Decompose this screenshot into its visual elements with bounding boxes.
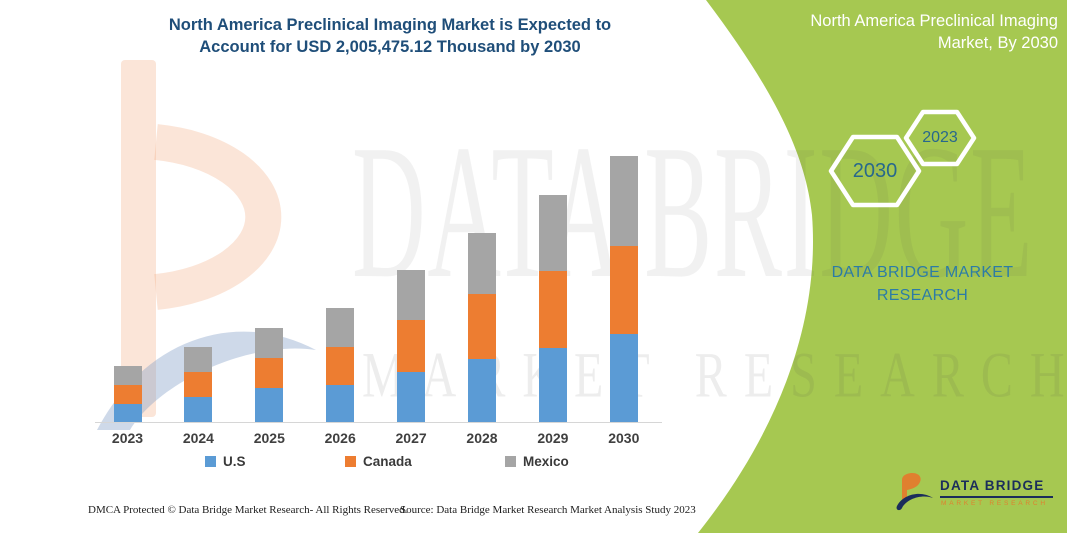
legend-swatch-icon [345, 456, 356, 467]
bar-segment-2027-mexico [397, 270, 426, 321]
hexagon-year-2030: 2030 [852, 159, 898, 182]
bar-2029 [538, 195, 567, 422]
watermark-logo-bowl [154, 124, 282, 310]
company-logo: DATA BRIDGE MARKET RESEARCH [888, 470, 1063, 518]
logo-swoosh [896, 493, 933, 511]
chart-title-line1: North America Preclinical Imaging Market… [168, 16, 612, 34]
x-axis-label-2023: 2023 [111, 430, 144, 446]
legend-item-canada: Canada [345, 454, 412, 469]
bar-segment-2028-mexico [468, 232, 496, 295]
plot-area: 2023 2024 2025 2026 2027 2028 2029 2030 U.S Cana… [95, 156, 662, 469]
x-axis-label-2026: 2026 [324, 430, 356, 446]
bar-segment-2023-mexico [113, 365, 142, 385]
logo-wordmark: DATA BRIDGE [940, 478, 1045, 493]
side-panel-title-line1: North America Preclinical Imaging [810, 12, 1058, 30]
bar-segment-2025-mexico [255, 327, 284, 359]
bar-segment-2023-us [113, 404, 142, 422]
brand-text-line1: DATA BRIDGE MARKET [831, 264, 1014, 281]
bar-segment-2024-canada [184, 371, 213, 397]
x-axis-label-2030: 2030 [608, 430, 640, 446]
legend-swatch-icon [205, 456, 216, 467]
bar-segment-2024-mexico [184, 346, 213, 372]
bar-segment-2029-mexico [538, 195, 567, 271]
bar-2026 [326, 308, 355, 422]
x-axis-label-2028: 2028 [466, 430, 498, 446]
x-axis-label-2024: 2024 [182, 430, 214, 446]
logo-subtitle: MARKET RESEARCH [941, 500, 1048, 507]
hexagon-2023-outline [903, 109, 977, 167]
hexagon-year-2023: 2023 [922, 129, 958, 146]
footer-dmca-text: DMCA Protected © Data Bridge Market Rese… [88, 504, 408, 516]
bar-segment-2030-canada [609, 245, 638, 334]
watermark-text-databridge: DATA BRIDGE [352, 104, 1035, 318]
green-panel-path [698, 0, 1067, 533]
bar-segment-2029-us [538, 347, 567, 422]
footer-source-text: Source: Data Bridge Market Research Mark… [400, 504, 696, 516]
bar-segment-2030-us [609, 333, 638, 422]
bar-2024 [184, 346, 213, 422]
bar-segment-2023-canada [113, 384, 142, 405]
bar-segment-2027-canada [397, 320, 426, 372]
bar-2028 [468, 232, 496, 422]
hexagon-badges [828, 109, 977, 208]
logo-b-top [902, 472, 921, 501]
bar-segment-2026-canada [326, 346, 355, 385]
legend-swatch-icon [505, 456, 516, 467]
bar-2023 [113, 365, 142, 422]
brand-text-line2: RESEARCH [876, 287, 969, 304]
bar-segment-2030-mexico [609, 156, 638, 246]
bar-segment-2025-us [255, 388, 284, 422]
bar-2025 [255, 327, 284, 422]
chart-title-line2: Account for USD 2,005,475.12 Thousand by… [199, 38, 581, 56]
legend-label: U.S [223, 454, 246, 469]
brand-text-block: DATA BRIDGE MARKET RESEARCH [815, 261, 1030, 307]
legend-label: Mexico [523, 454, 569, 469]
side-panel-title: North America Preclinical Imaging Market… [730, 10, 1058, 54]
legend-item-us: U.S [205, 454, 246, 469]
x-axis-label-2025: 2025 [253, 430, 285, 446]
chart-title: North America Preclinical Imaging Market… [60, 14, 720, 58]
bar-segment-2026-us [326, 384, 355, 422]
bar-2027 [397, 270, 426, 422]
legend-item-mexico: Mexico [505, 454, 569, 469]
bar-segment-2024-us [184, 396, 213, 422]
side-panel-title-line2: Market, By 2030 [937, 34, 1058, 52]
bar-segment-2026-mexico [326, 308, 355, 347]
bar-2030 [609, 156, 638, 422]
hexagon-2030-outline [828, 134, 922, 208]
company-logo-icon [896, 472, 933, 511]
x-axis-label-2027: 2027 [395, 430, 427, 446]
x-axis-line [95, 422, 662, 423]
bar-segment-2028-us [468, 358, 496, 422]
watermark-logo-stem [121, 60, 156, 417]
legend-label: Canada [363, 454, 412, 469]
logo-underline [940, 496, 1053, 498]
x-axis-label-2029: 2029 [537, 430, 569, 446]
bar-segment-2027-us [397, 371, 426, 422]
bar-segment-2025-canada [255, 358, 284, 389]
bar-segment-2028-canada [468, 294, 496, 359]
bar-segment-2029-canada [538, 270, 567, 348]
